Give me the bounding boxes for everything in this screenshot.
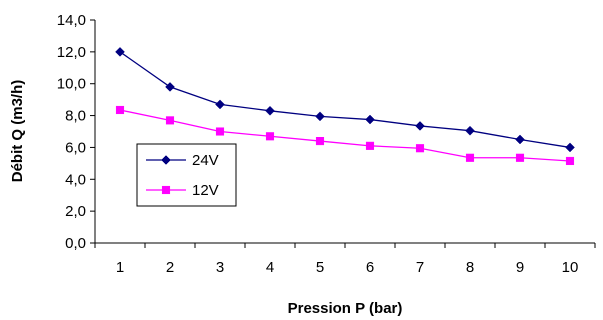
data-point-12v [515,153,525,162]
y-tick-label: 8,0 [65,108,86,125]
data-point-12v [365,141,375,150]
series-24v [115,47,575,153]
data-point-24v [265,105,275,116]
x-axis-title: Pression P (bar) [288,300,403,317]
legend-label-24v: 24V [192,152,219,169]
y-tick-label: 2,0 [65,203,86,220]
x-tick-label: 6 [366,259,374,276]
x-tick-label: 8 [466,259,474,276]
series-line-12v [119,109,571,162]
x-tick-label: 2 [166,259,174,276]
data-point-24v [465,125,475,136]
legend-marker-24v [161,155,171,165]
y-tick-label: 10,0 [57,76,86,93]
data-point-24v [165,82,175,92]
data-point-12v [215,127,225,136]
data-point-24v [215,99,225,110]
series-12v [115,105,575,166]
x-axis: 1 2 3 4 5 6 7 8 9 10 [94,242,596,276]
y-tick-label: 6,0 [65,139,86,156]
data-point-24v [565,142,575,153]
y-tick-label: 12,0 [57,44,86,61]
data-point-12v [465,153,475,162]
legend-label-12v: 12V [192,182,219,199]
data-point-12v [415,144,425,153]
y-tick-label: 4,0 [65,171,86,188]
data-point-12v [265,132,275,141]
legend-box [136,143,237,207]
data-point-24v [365,114,375,125]
x-tick-label: 9 [516,259,524,276]
data-point-24v [515,134,525,145]
series-layer [115,47,575,166]
x-tick-label: 4 [266,259,274,276]
y-axis-title: Débit Q (m3/h) [9,80,26,183]
x-tick-label: 7 [416,259,424,276]
x-tick-label: 10 [562,259,579,276]
data-point-12v [565,156,575,166]
y-tick-label: 14,0 [57,12,86,29]
x-tick-label: 3 [216,259,224,276]
data-point-12v [115,105,125,115]
data-point-24v [415,121,425,131]
x-tick-label: 1 [116,259,124,276]
x-tick-label: 5 [316,259,324,276]
data-point-12v [165,116,175,125]
y-axis: 0,0 2,0 4,0 6,0 8,0 10,0 12,0 14,0 [57,12,96,252]
y-tick-label: 0,0 [65,235,86,252]
series-line-24v [119,51,571,149]
legend-marker-12v [161,185,171,195]
data-point-24v [315,111,325,122]
data-point-12v [315,137,325,146]
legend: 24V 12V [136,143,237,207]
data-point-24v [115,47,125,57]
